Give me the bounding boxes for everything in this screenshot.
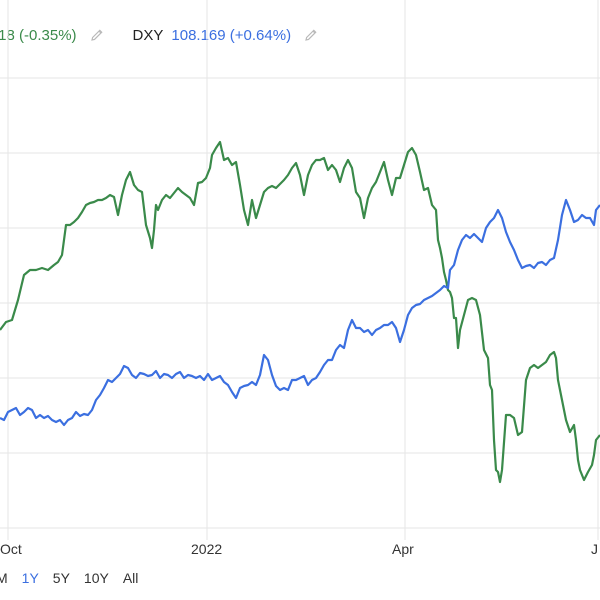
edit-series2-pencil-icon[interactable] (303, 27, 319, 43)
series1-value: .18 (-0.35%) (0, 26, 77, 44)
range-5y-button[interactable]: 5Y (52, 570, 70, 586)
x-tick-label: 2022 (191, 541, 222, 557)
x-tick-label: J (591, 541, 598, 557)
chart-legend: .18 (-0.35%) DXY 108.169 (+0.64%) (0, 24, 319, 46)
series2-value: 108.169 (+0.64%) (171, 26, 292, 44)
range-1y-button[interactable]: 1Y (21, 570, 39, 586)
x-tick-label: Apr (392, 541, 414, 557)
x-axis-labels: Oct 2022 Apr J (0, 541, 598, 557)
x-tick-label: Oct (0, 541, 22, 557)
series2-symbol: DXY (132, 26, 164, 44)
edit-series1-pencil-icon[interactable] (89, 27, 105, 43)
range-selector: M 1Y 5Y 10Y All (0, 570, 138, 586)
chart-grid (0, 0, 600, 540)
range-10y-button[interactable]: 10Y (83, 570, 109, 586)
chart-series (0, 140, 600, 484)
series2-line (0, 198, 600, 427)
range-m-button[interactable]: M (0, 570, 8, 586)
range-all-button[interactable]: All (122, 570, 139, 586)
series1-line (0, 140, 600, 484)
